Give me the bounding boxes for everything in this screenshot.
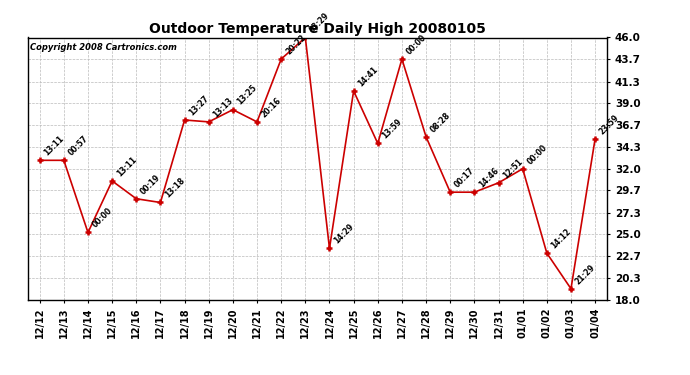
Text: 20:16: 20:16: [260, 96, 283, 119]
Title: Outdoor Temperature Daily High 20080105: Outdoor Temperature Daily High 20080105: [149, 22, 486, 36]
Text: 13:13: 13:13: [212, 96, 235, 119]
Text: 14:29: 14:29: [333, 222, 355, 246]
Text: 00:00: 00:00: [526, 142, 549, 166]
Text: 14:46: 14:46: [477, 166, 500, 189]
Text: 23:59: 23:59: [598, 112, 621, 136]
Text: 08:28: 08:28: [429, 111, 453, 134]
Text: 00:00: 00:00: [405, 33, 428, 56]
Text: 12:51: 12:51: [502, 157, 524, 180]
Text: Copyright 2008 Cartronics.com: Copyright 2008 Cartronics.com: [30, 43, 177, 52]
Text: 00:17: 00:17: [453, 166, 477, 189]
Text: 13:25: 13:25: [236, 84, 259, 107]
Text: 03:29: 03:29: [308, 11, 331, 35]
Text: 14:41: 14:41: [357, 65, 380, 88]
Text: 00:19: 00:19: [139, 172, 162, 196]
Text: 00:57: 00:57: [67, 134, 90, 158]
Text: 20:22: 20:22: [284, 33, 307, 56]
Text: 00:00: 00:00: [91, 206, 114, 230]
Text: 21:29: 21:29: [574, 262, 597, 286]
Text: 13:18: 13:18: [164, 176, 187, 200]
Text: 13:11: 13:11: [43, 134, 66, 158]
Text: 13:27: 13:27: [188, 94, 211, 117]
Text: 14:12: 14:12: [550, 227, 573, 251]
Text: 13:59: 13:59: [381, 117, 404, 141]
Text: 13:11: 13:11: [115, 155, 138, 178]
